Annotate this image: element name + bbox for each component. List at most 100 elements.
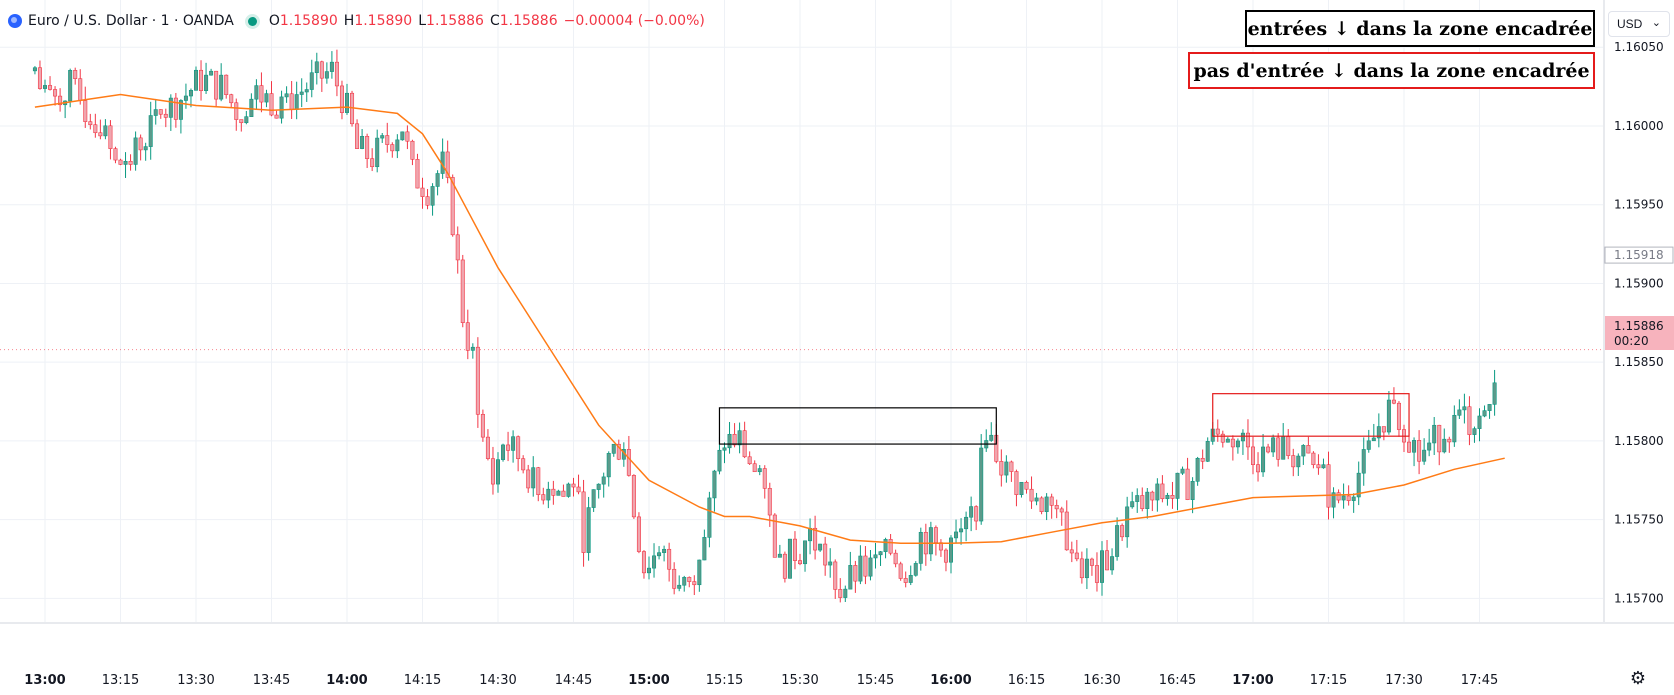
candle-body	[199, 69, 204, 92]
candle-body	[214, 70, 219, 100]
candle-body	[556, 490, 561, 496]
candle-body	[969, 506, 974, 518]
candle-body	[209, 70, 214, 76]
candle-body	[687, 577, 692, 582]
candle-body	[58, 95, 63, 106]
high-label: H	[343, 13, 355, 29]
price-tick-label: 1.15800	[1614, 434, 1664, 448]
candle-body	[1100, 550, 1105, 583]
open-label: O	[268, 13, 280, 29]
candle-body	[380, 135, 385, 139]
candle-body	[888, 539, 893, 554]
candle-body	[601, 476, 606, 485]
candle-body	[229, 94, 234, 104]
candle-body	[1215, 428, 1220, 435]
candle-body	[1462, 406, 1467, 411]
candle-body	[908, 575, 913, 583]
candle-body	[450, 177, 455, 236]
candle-body	[370, 158, 375, 168]
candle-body	[48, 85, 53, 90]
price-tick-label: 1.15900	[1614, 276, 1664, 290]
candle-body	[405, 131, 410, 142]
candle-body	[1165, 495, 1170, 500]
candle-body	[490, 458, 495, 485]
candle-body	[747, 456, 752, 465]
candle-body	[1376, 426, 1381, 439]
candle-body	[143, 146, 148, 151]
candle-body	[712, 470, 717, 499]
symbol-title[interactable]: Euro / U.S. Dollar · 1 · OANDA	[28, 13, 234, 29]
candle-body	[274, 114, 279, 119]
candle-body	[1115, 525, 1120, 557]
candle-body	[813, 527, 818, 551]
candle-body	[1140, 495, 1145, 509]
ma-price-label: 1.15918	[1614, 248, 1664, 262]
candle-body	[289, 93, 294, 110]
time-tick-label: 13:45	[253, 673, 290, 688]
candle-body	[551, 488, 556, 496]
candle-body	[1306, 445, 1311, 454]
candle-body	[521, 458, 526, 471]
candle-body	[244, 116, 249, 124]
market-status-icon[interactable]	[247, 16, 257, 26]
change-value: −0.00004 (−0.00%)	[563, 13, 705, 29]
globe-icon	[8, 14, 22, 28]
candle-body	[717, 449, 722, 472]
last-price-label: 1.15886	[1614, 319, 1664, 333]
candle-body	[133, 137, 138, 165]
candle-body	[636, 516, 641, 552]
candle-body	[294, 94, 299, 110]
candle-body	[173, 97, 178, 120]
candle-body	[561, 490, 566, 497]
candle-body	[1356, 472, 1361, 498]
candle-body	[1336, 492, 1341, 501]
candle-body	[37, 67, 42, 89]
candle-body	[1447, 438, 1452, 443]
candle-body	[470, 346, 475, 351]
candle-body	[420, 187, 425, 197]
candle-body	[375, 137, 380, 168]
price-tick-label: 1.16000	[1614, 119, 1664, 133]
close-value: 1.15886	[499, 13, 558, 29]
time-tick-label: 16:45	[1159, 673, 1196, 688]
price-tick-label: 1.15700	[1614, 591, 1664, 605]
candle-body	[314, 61, 319, 74]
candle-body	[1311, 452, 1316, 465]
candle-body	[1251, 446, 1256, 465]
entry-zone-box[interactable]	[718, 407, 997, 445]
time-tick-label: 15:00	[628, 673, 669, 688]
candle-body	[848, 565, 853, 590]
candle-body	[566, 483, 571, 497]
candle-body	[1170, 495, 1175, 499]
candle-body	[1069, 549, 1074, 554]
candle-body	[838, 589, 843, 598]
candle-body	[692, 581, 697, 586]
candle-body	[1361, 449, 1366, 474]
currency-button[interactable]: USD ⌄	[1608, 11, 1670, 37]
no-entry-zone-box[interactable]	[1212, 393, 1410, 437]
candle-body	[1205, 441, 1210, 462]
candle-body	[918, 531, 923, 564]
price-tick-label: 1.16050	[1614, 40, 1664, 54]
candle-body	[415, 159, 420, 189]
candle-body	[913, 563, 918, 576]
candle-body	[672, 568, 677, 589]
candle-body	[1396, 402, 1401, 430]
candle-body	[1019, 481, 1024, 495]
candle-body	[501, 444, 506, 460]
candle-body	[219, 74, 224, 100]
candle-body	[828, 561, 833, 566]
candle-body	[707, 497, 712, 538]
candle-body	[158, 109, 163, 115]
time-axis[interactable]	[0, 623, 1604, 695]
candle-body	[576, 486, 581, 493]
candle-body	[1432, 424, 1437, 444]
candle-body	[485, 436, 490, 459]
settings-gear-icon[interactable]: ⚙	[1629, 668, 1647, 688]
candle-body	[737, 430, 742, 446]
candle-body	[682, 577, 687, 586]
candle-body	[803, 540, 808, 565]
candle-body	[722, 447, 727, 451]
candle-body	[506, 444, 511, 451]
